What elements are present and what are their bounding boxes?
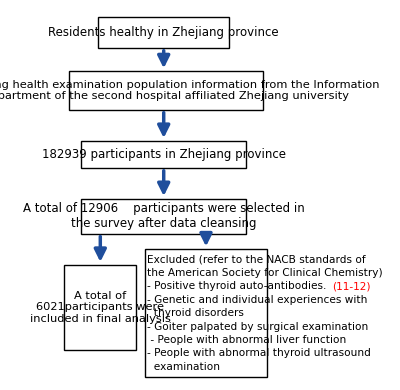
FancyBboxPatch shape (68, 71, 263, 110)
Text: (11-12): (11-12) (332, 281, 370, 291)
Text: 182939 participants in Zhejiang province: 182939 participants in Zhejiang province (42, 148, 286, 161)
Text: - People with abnormal liver function: - People with abnormal liver function (148, 335, 347, 345)
Text: Excluded (refer to the NACB standards of: Excluded (refer to the NACB standards of (148, 254, 366, 264)
Text: Residents healthy in Zhejiang province: Residents healthy in Zhejiang province (48, 26, 279, 39)
Text: thyroid disorders: thyroid disorders (148, 308, 244, 318)
FancyBboxPatch shape (145, 249, 267, 377)
Text: - Goiter palpated by surgical examination: - Goiter palpated by surgical examinatio… (148, 321, 369, 331)
Text: - Genetic and individual experiences with: - Genetic and individual experiences wit… (148, 295, 368, 305)
Text: A total of
6021participants were
included in final analysis: A total of 6021participants were include… (30, 291, 171, 324)
FancyBboxPatch shape (81, 141, 246, 168)
FancyBboxPatch shape (64, 265, 136, 350)
Text: the American Society for Clinical Chemistry): the American Society for Clinical Chemis… (148, 268, 383, 278)
FancyBboxPatch shape (98, 17, 229, 48)
FancyBboxPatch shape (81, 199, 246, 234)
Text: - Positive thyroid auto-antibodies.: - Positive thyroid auto-antibodies. (148, 281, 330, 291)
Text: examination: examination (148, 362, 220, 372)
Text: - People with abnormal thyroid ultrasound: - People with abnormal thyroid ultrasoun… (148, 348, 371, 358)
Text: A total of 12906    participants were selected in
the survey after data cleansin: A total of 12906 participants were selec… (23, 202, 304, 230)
Text: Collecting health examination population information from the Information
Depart: Collecting health examination population… (0, 80, 380, 101)
